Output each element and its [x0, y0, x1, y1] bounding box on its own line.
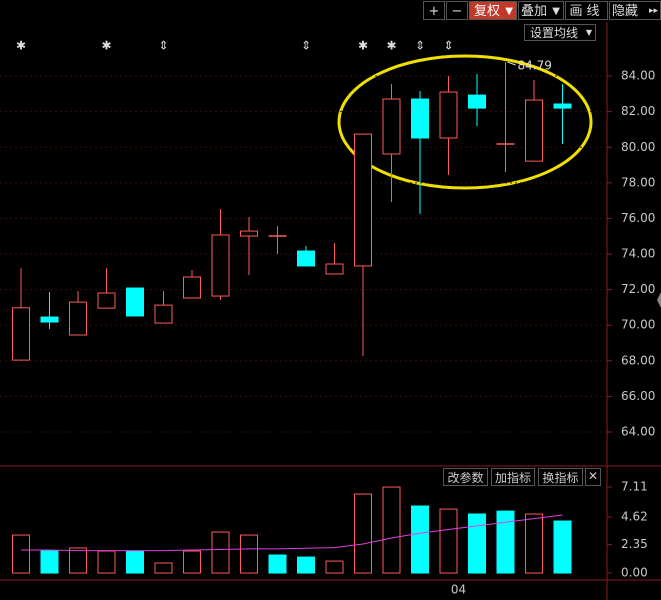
peak-label: 84.79	[518, 59, 552, 73]
y-tick-label: 7.11	[621, 480, 648, 494]
y-tick-label: 78.00	[621, 175, 655, 189]
arrow-icon: ▸▸	[648, 6, 658, 16]
candle-body	[183, 276, 201, 299]
candle-body	[126, 287, 144, 317]
volume-ma-line	[21, 514, 563, 552]
candle-body	[525, 99, 543, 162]
event-marker: ✱	[101, 39, 111, 53]
x-tick-label: 04	[451, 583, 466, 597]
peak-pointer	[507, 61, 516, 66]
candle-body	[439, 91, 458, 139]
y-tick-label: 4.62	[621, 510, 648, 524]
volume-bar	[468, 513, 486, 574]
y-tick-label: 80.00	[621, 140, 655, 154]
volume-bar	[325, 560, 344, 574]
y-tick-label: 70.00	[621, 318, 655, 332]
candle-body	[240, 230, 258, 237]
volume-bar	[553, 520, 572, 574]
ma-settings[interactable]: 设置均线 ▼	[524, 24, 596, 41]
label: 复权	[474, 4, 501, 19]
zoom-in[interactable]: +	[423, 1, 445, 20]
candle-body	[297, 250, 315, 267]
candle-body	[325, 263, 344, 275]
label: 设置均线	[530, 26, 579, 40]
y-tick-label: 2.35	[621, 537, 648, 551]
restore-right[interactable]: 复权 ▼	[469, 1, 517, 20]
event-marker: ✱	[16, 39, 26, 53]
scroll-arrow	[657, 292, 661, 308]
candle-body	[40, 316, 59, 323]
volume-bar	[240, 534, 258, 574]
candle-body	[468, 94, 486, 109]
event-marker: ⇕	[415, 39, 425, 53]
volume-bar	[183, 550, 201, 574]
volume-bar	[97, 550, 116, 574]
event-marker: ⇕	[158, 39, 168, 53]
candle-body	[154, 304, 173, 324]
volume-bar	[525, 513, 543, 574]
label: 叠加	[521, 4, 548, 19]
candle-body	[382, 98, 401, 155]
add-indicator[interactable]: 加指标	[491, 468, 535, 486]
y-tick-label: 76.00	[621, 211, 655, 225]
y-tick-label: 74.00	[621, 247, 655, 261]
y-tick-label: 72.00	[621, 282, 655, 296]
event-marker: ⇕	[301, 39, 311, 53]
candle-body	[211, 234, 230, 297]
zoom-out[interactable]: −	[446, 1, 468, 20]
volume-bar	[439, 508, 458, 574]
volume-bar	[297, 556, 315, 574]
volume-bar	[496, 510, 515, 574]
event-marker: ✱	[358, 39, 368, 53]
dropdown-icon: ▼	[505, 6, 513, 17]
volume-bar	[411, 505, 429, 574]
volume-bar	[154, 562, 173, 574]
y-tick-label: 84.00	[621, 69, 655, 83]
y-tick-label: 64.00	[621, 425, 655, 439]
y-tick-label: 0.00	[621, 566, 648, 580]
y-tick-label: 66.00	[621, 389, 655, 403]
candle-body	[354, 133, 372, 267]
volume-bar	[211, 531, 230, 574]
dropdown-icon: ▼	[585, 28, 592, 37]
y-tick-label: 68.00	[621, 353, 655, 367]
volume-bar	[354, 493, 372, 574]
event-marker: ✱	[386, 39, 396, 53]
label: 隐藏	[612, 4, 639, 19]
switch-indicator[interactable]: 换指标	[538, 468, 583, 486]
candle-body	[69, 301, 87, 336]
volume-bar	[126, 550, 144, 574]
y-tick-label: 82.00	[621, 104, 655, 118]
overlay[interactable]: 叠加 ▼	[518, 1, 564, 20]
volume-bar	[12, 534, 30, 574]
dropdown-icon: ▼	[552, 6, 560, 17]
volume-bar	[382, 486, 401, 574]
candle-body	[411, 98, 429, 139]
candle-body	[12, 307, 30, 361]
hide[interactable]: 隐藏 ▸▸	[609, 1, 661, 20]
event-marker: ⇕	[443, 39, 453, 53]
draw-line[interactable]: 画线	[565, 1, 608, 20]
candle-body	[97, 292, 116, 309]
close-indicator[interactable]: ✕	[585, 468, 601, 486]
candle-body	[553, 103, 572, 109]
volume-bar	[40, 550, 59, 574]
highlight-ellipse	[337, 54, 593, 190]
edit-params[interactable]: 改参数	[443, 468, 488, 486]
volume-bar	[268, 554, 287, 574]
volume-bar	[69, 547, 87, 574]
